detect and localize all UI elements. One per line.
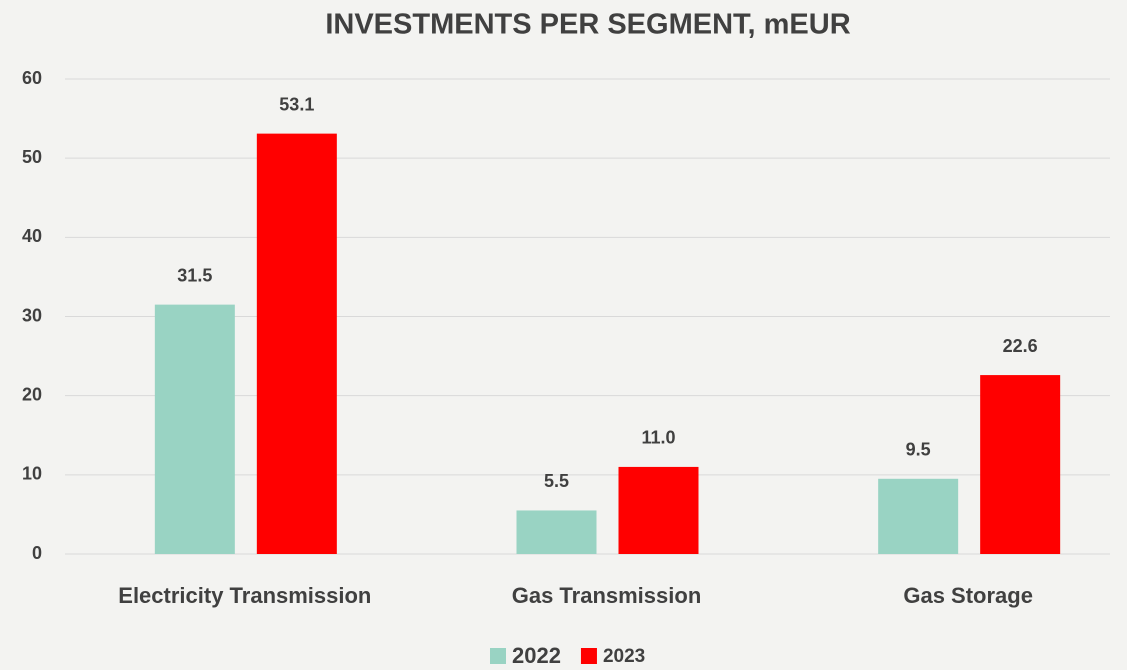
x-tick-label: Gas Transmission [512, 583, 702, 608]
bar [154, 304, 235, 554]
value-label: 22.6 [1003, 336, 1038, 356]
bar [256, 133, 337, 554]
legend-label: 2022 [512, 643, 561, 668]
legend-swatch [580, 648, 597, 664]
bar [980, 375, 1061, 554]
value-label: 53.1 [279, 94, 314, 114]
y-tick-label: 10 [22, 464, 42, 484]
bar [878, 478, 959, 554]
legend-swatch [490, 648, 506, 664]
y-tick-label: 60 [22, 68, 42, 88]
chart-title: INVESTMENTS PER SEGMENT, mEUR [325, 9, 850, 41]
y-tick-label: 20 [22, 384, 42, 404]
y-tick-label: 50 [22, 147, 42, 167]
value-label: 5.5 [544, 471, 569, 491]
x-tick-label: Gas Storage [903, 583, 1033, 608]
legend-label: 2023 [603, 646, 645, 667]
value-label: 9.5 [906, 440, 931, 460]
y-tick-label: 30 [22, 305, 42, 325]
bar [618, 466, 699, 554]
bar [516, 510, 597, 554]
value-label: 11.0 [641, 428, 675, 448]
y-tick-label: 0 [32, 543, 42, 563]
y-tick-label: 40 [22, 226, 42, 246]
x-tick-label: Electricity Transmission [118, 583, 371, 608]
value-label: 31.5 [177, 265, 212, 285]
